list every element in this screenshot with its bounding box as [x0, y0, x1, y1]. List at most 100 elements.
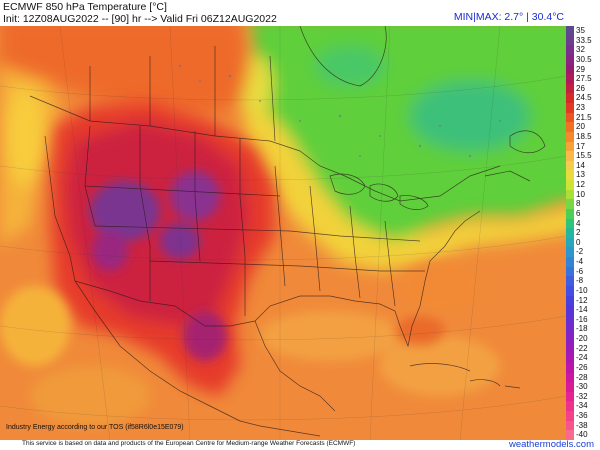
colorbar-swatch: [566, 131, 574, 143]
colorbar-swatch: [566, 189, 574, 200]
cool-core-quebec: [410, 81, 530, 151]
colorbar-label: -40: [576, 430, 588, 440]
colorbar-swatch: [566, 334, 574, 345]
colorbar-label: 10: [576, 189, 585, 199]
colorbar-label: 12: [576, 180, 585, 190]
colorbar-swatch: [566, 411, 574, 422]
colorbar-label: 18.5: [576, 131, 592, 141]
colorbar-swatch: [566, 208, 574, 220]
colorbar-label: -16: [576, 314, 588, 324]
colorbar-label: 13: [576, 170, 585, 180]
colorbar-swatch: [566, 382, 574, 393]
colorbar-label: 21.5: [576, 112, 592, 122]
colorbar-label: 35: [576, 26, 585, 35]
colorbar-swatch: [566, 122, 574, 133]
colorbar-label: -8: [576, 276, 584, 286]
colorbar-label: 6: [576, 208, 581, 218]
colorbar-label: 32: [576, 45, 585, 55]
colorbar-swatch: [566, 362, 574, 374]
colorbar-label: -24: [576, 353, 588, 363]
colorbar-swatch: [566, 74, 574, 85]
colorbar-swatch: [566, 141, 574, 152]
map-subtitle: Init: 12Z08AUG2022 -- [90] hr --> Valid …: [3, 13, 277, 25]
colorbar-swatch: [566, 266, 574, 277]
transition-band: [245, 86, 566, 271]
colorbar-label: -38: [576, 420, 588, 430]
colorbar-label: -18: [576, 324, 588, 334]
colorbar-swatch: [566, 276, 574, 287]
colorbar-label: -26: [576, 362, 588, 372]
ecmwf-attribution: This service is based on data and produc…: [22, 440, 356, 447]
colorbar-swatch: [566, 151, 574, 162]
colorbar-swatch: [566, 314, 574, 326]
colorbar-label: 24.5: [576, 93, 592, 103]
colorbar-swatch: [566, 54, 574, 66]
colorbar-swatch: [566, 343, 574, 354]
tos-note: Industry Energy according to our TOS (if…: [6, 424, 184, 431]
colorbar-swatch: [566, 391, 574, 403]
political-borders: [29, 26, 546, 437]
colorbar-label: -6: [576, 266, 584, 276]
colorbar-label: 2: [576, 228, 581, 238]
colorbar-swatch: [566, 257, 574, 268]
colorbar-label: 17: [576, 141, 585, 151]
colorbar-swatch: [566, 199, 574, 210]
colorbar-swatch: [566, 247, 574, 258]
footer: This service is based on data and produc…: [0, 439, 600, 450]
colorbar-swatch: [566, 285, 574, 297]
colorbar-label: -28: [576, 372, 588, 382]
colorbar-label: -22: [576, 343, 588, 353]
colorbar-label: -20: [576, 334, 588, 344]
colorbar-swatch: [566, 26, 574, 37]
min-max-readout: MIN|MAX: 2.7° | 30.4°C: [453, 11, 564, 23]
colorbar-label: -14: [576, 305, 588, 315]
colorbar-label: 26: [576, 83, 585, 93]
colorbar-label: -30: [576, 382, 588, 392]
colorbar-label: 14: [576, 160, 585, 170]
site-link[interactable]: weathermodels.com: [508, 439, 594, 450]
colorbar-swatch: [566, 103, 574, 114]
colorbar-label: -36: [576, 411, 588, 421]
colorbar-label: -12: [576, 295, 588, 305]
colorbar-label: 20: [576, 122, 585, 132]
colorbar-swatch: [566, 35, 574, 46]
colorbar-swatch: [566, 420, 574, 431]
colorbar-label: 29: [576, 64, 585, 74]
colorbar-label: 33.5: [576, 35, 592, 45]
colorbar-swatch: [566, 218, 574, 229]
colorbar-label: 0: [576, 237, 581, 247]
header: ECMWF 850 hPa Temperature [°C] Init: 12Z…: [0, 0, 600, 26]
colorbar-label: -34: [576, 401, 588, 411]
heat-core-rockies: [90, 181, 160, 241]
colorbar-swatch: [566, 401, 574, 412]
colorbar-label: -2: [576, 247, 584, 257]
colorbar-swatch: [566, 324, 574, 335]
colorbar-swatch: [566, 112, 574, 123]
colorbar-label: 8: [576, 199, 581, 209]
colorbar-swatch: [566, 295, 574, 306]
colorbar-label: 27.5: [576, 74, 592, 84]
colorbar-swatch: [566, 237, 574, 249]
colorbar-label: -10: [576, 285, 588, 295]
colorbar-swatch: [566, 305, 574, 316]
colorbar-swatch: [566, 160, 574, 171]
colorbar-swatch: [566, 430, 574, 441]
colorbar-swatch: [566, 45, 574, 56]
colorbar-swatch: [566, 353, 574, 364]
colorbar-label: -4: [576, 257, 584, 267]
colorbar-swatch: [566, 93, 574, 104]
colorbar-swatch: [566, 170, 574, 181]
colorbar-swatch: [566, 228, 574, 239]
colorbar-swatch: [566, 83, 574, 94]
colorbar-legend: 35 33.5 32 30.5 29 27.5 26 24.5 23 21.5 20 18.5 17 15…: [566, 26, 600, 441]
colorbar-label: 4: [576, 218, 581, 228]
colorbar-label: -32: [576, 391, 588, 401]
colorbar-swatch: [566, 180, 574, 191]
colorbar-label: 15.5: [576, 151, 592, 161]
colorbar-label: 23: [576, 103, 585, 113]
colorbar-swatch: [566, 64, 574, 75]
temperature-map: [0, 26, 566, 440]
colorbar-label: 30.5: [576, 54, 592, 64]
colorbar-swatch: [566, 372, 574, 383]
map-title: ECMWF 850 hPa Temperature [°C]: [3, 1, 167, 13]
